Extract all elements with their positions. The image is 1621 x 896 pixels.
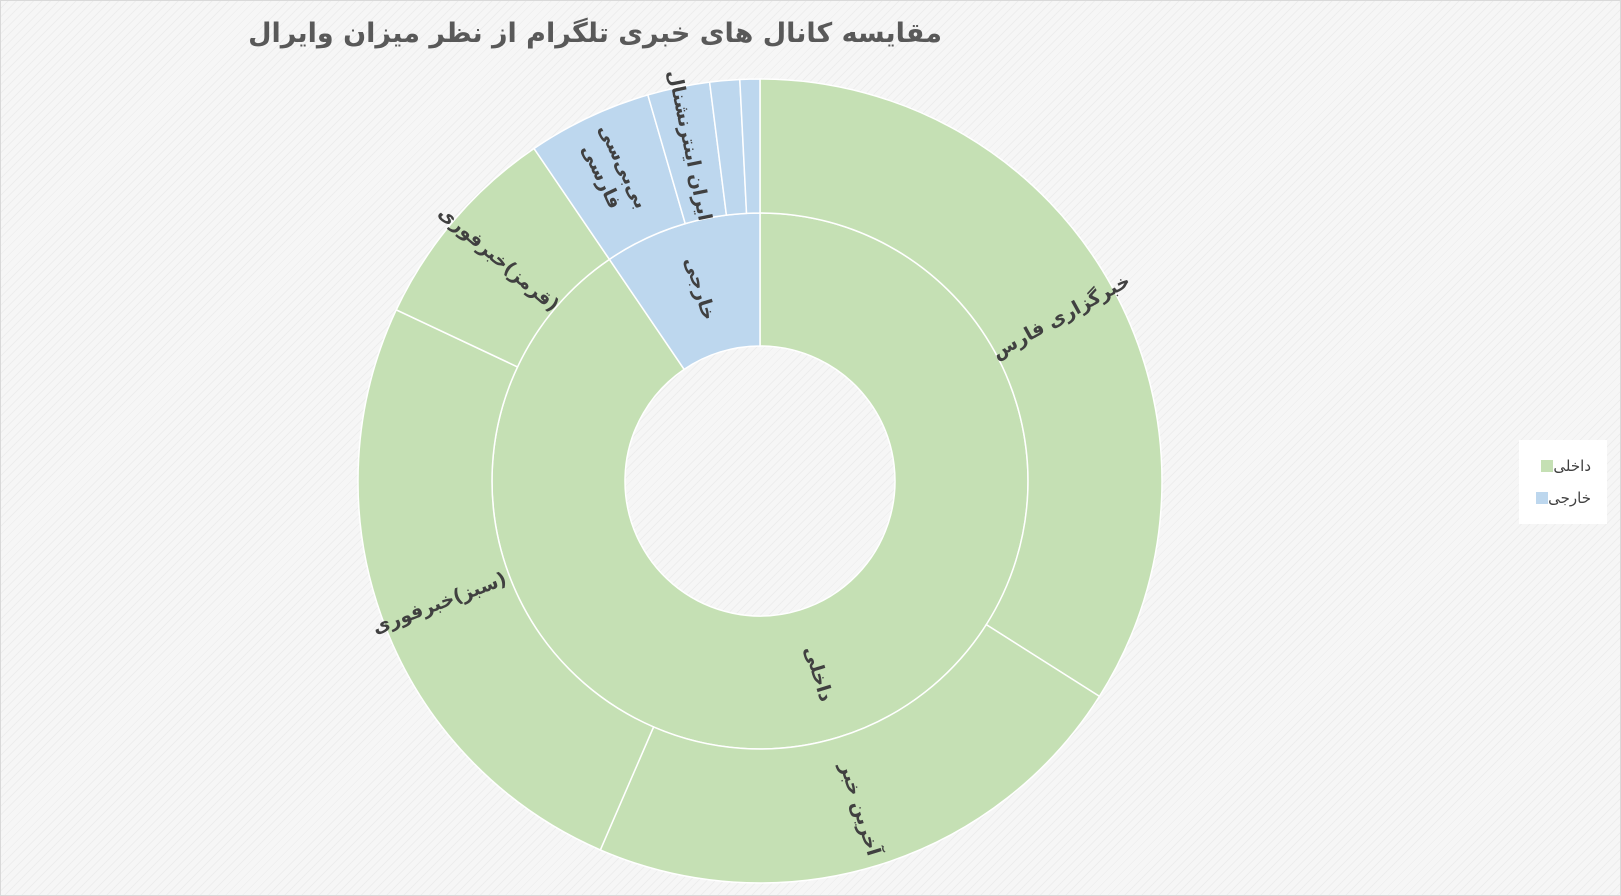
outer-segment-0: [759, 78, 1163, 698]
legend-label-foreign: خارجی: [1548, 489, 1591, 507]
outer-segment-2: [357, 308, 655, 851]
outer-segment-1: [599, 623, 1101, 884]
legend-swatch-domestic: [1541, 460, 1554, 472]
chart-title: مقایسه کانال های خبری تلگرام از نظر میزا…: [248, 18, 942, 49]
outer-segment-7: [739, 78, 761, 215]
legend-item-foreign: خارجی: [1527, 482, 1599, 514]
legend-item-domestic: داخلی: [1527, 450, 1599, 482]
chart-legend: داخلی خارجی: [1519, 440, 1607, 524]
legend-label-domestic: داخلی: [1553, 457, 1591, 475]
legend-swatch-foreign: [1536, 492, 1549, 504]
